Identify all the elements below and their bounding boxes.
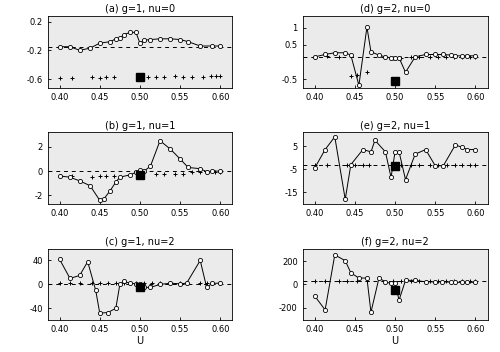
X-axis label: U: U bbox=[392, 335, 398, 346]
Title: (e) g=2, nu=1: (e) g=2, nu=1 bbox=[360, 121, 430, 131]
Title: (b) g=1, nu=1: (b) g=1, nu=1 bbox=[104, 121, 175, 131]
Title: (d) g=2, nu=0: (d) g=2, nu=0 bbox=[360, 4, 430, 14]
X-axis label: U: U bbox=[136, 335, 143, 346]
Title: (f) g=2, nu=2: (f) g=2, nu=2 bbox=[361, 237, 429, 247]
Title: (c) g=1, nu=2: (c) g=1, nu=2 bbox=[105, 237, 174, 247]
Title: (a) g=1, nu=0: (a) g=1, nu=0 bbox=[105, 4, 175, 14]
